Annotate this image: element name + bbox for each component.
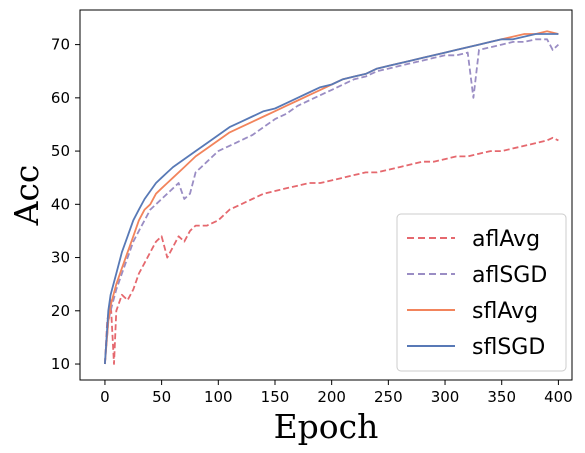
x-tick-label: 50 bbox=[152, 388, 171, 406]
y-tick-label: 60 bbox=[51, 89, 70, 107]
legend-label-aflAvg: aflAvg bbox=[472, 227, 540, 252]
x-tick-label: 100 bbox=[204, 388, 233, 406]
x-axis-title: Epoch bbox=[274, 407, 379, 446]
x-tick-label: 200 bbox=[317, 388, 346, 406]
x-tick-label: 400 bbox=[544, 388, 573, 406]
tick-layer: 0 50 100 150 200 250 300 350 400 10 20 30 40 50 60 70 bbox=[51, 36, 573, 406]
legend-label-sflSGD: sflSGD bbox=[472, 335, 545, 360]
series-line-sflSGD bbox=[104, 33, 559, 365]
series-layer bbox=[104, 30, 560, 365]
y-tick-label: 40 bbox=[51, 195, 70, 213]
legend-label-sflAvg: sflAvg bbox=[472, 299, 538, 324]
x-tick-label: 150 bbox=[261, 388, 290, 406]
x-tick-label: 250 bbox=[374, 388, 403, 406]
y-tick-label: 50 bbox=[51, 142, 70, 160]
series-line-aflAvg bbox=[104, 136, 559, 365]
y-tick-label: 20 bbox=[51, 302, 70, 320]
y-axis-title: Acc bbox=[7, 165, 46, 227]
legend: aflAvg aflSGD sflAvg sflSGD bbox=[396, 213, 567, 372]
legend-box bbox=[396, 213, 567, 372]
x-tick-label: 0 bbox=[100, 388, 110, 406]
series-line-aflSGD bbox=[104, 38, 560, 365]
x-tick-label: 350 bbox=[487, 388, 516, 406]
y-tick-label: 70 bbox=[51, 36, 70, 54]
legend-items: aflAvg aflSGD sflAvg sflSGD bbox=[407, 227, 547, 360]
legend-label-aflSGD: aflSGD bbox=[472, 263, 547, 288]
plot-frame bbox=[79, 9, 573, 381]
x-tick-label: 300 bbox=[431, 388, 460, 406]
y-tick-label: 10 bbox=[51, 355, 70, 373]
y-tick-label: 30 bbox=[51, 249, 70, 267]
